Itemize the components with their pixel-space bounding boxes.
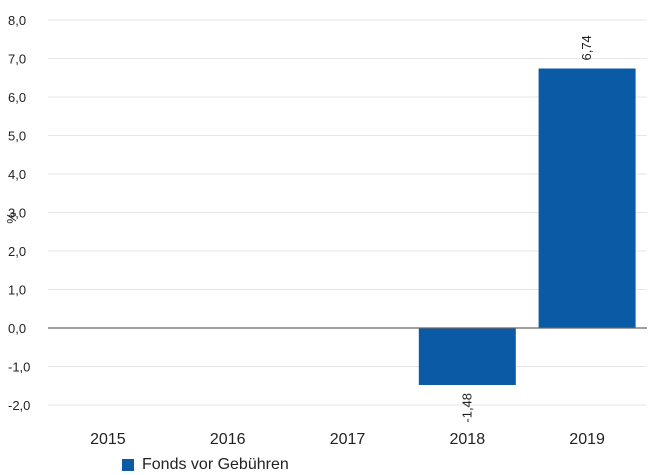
x-tick-label: 2018: [450, 431, 486, 448]
x-tick-label: 2015: [90, 431, 126, 448]
y-axis-label: %: [4, 212, 19, 224]
bar: [538, 68, 636, 328]
y-tick-label: 3,0: [8, 206, 26, 221]
legend-swatch: [122, 459, 134, 471]
x-tick-label: 2016: [210, 431, 246, 448]
bar: [418, 328, 516, 385]
y-tick-label: -1,0: [8, 360, 30, 375]
x-tick-label: 2017: [330, 431, 366, 448]
y-tick-label: 2,0: [8, 244, 26, 259]
data-label: -1,48: [459, 393, 474, 423]
y-tick-label: 8,0: [8, 13, 26, 28]
x-axis-ticks: 2015 2016 2017 2018 2019: [90, 431, 605, 448]
bars: [418, 68, 636, 385]
y-tick-label: 7,0: [8, 52, 26, 67]
y-tick-label: 6,0: [8, 90, 26, 105]
y-tick-label: 0,0: [8, 321, 26, 336]
gridlines: [48, 19, 647, 406]
data-labels: -1,48 6,74: [459, 35, 594, 422]
data-label: 6,74: [579, 35, 594, 60]
y-tick-label: 1,0: [8, 283, 26, 298]
y-axis-ticks: -2,0 -1,0 0,0 1,0 2,0 3,0 4,0 5,0 6,0 7,0 8,0: [8, 13, 30, 413]
y-tick-label: 4,0: [8, 167, 26, 182]
x-tick-label: 2019: [569, 431, 605, 448]
legend: Fonds vor Gebühren: [122, 456, 289, 474]
y-tick-label: 5,0: [8, 129, 26, 144]
legend-label: Fonds vor Gebühren: [142, 456, 289, 473]
y-tick-label: -2,0: [8, 398, 30, 413]
